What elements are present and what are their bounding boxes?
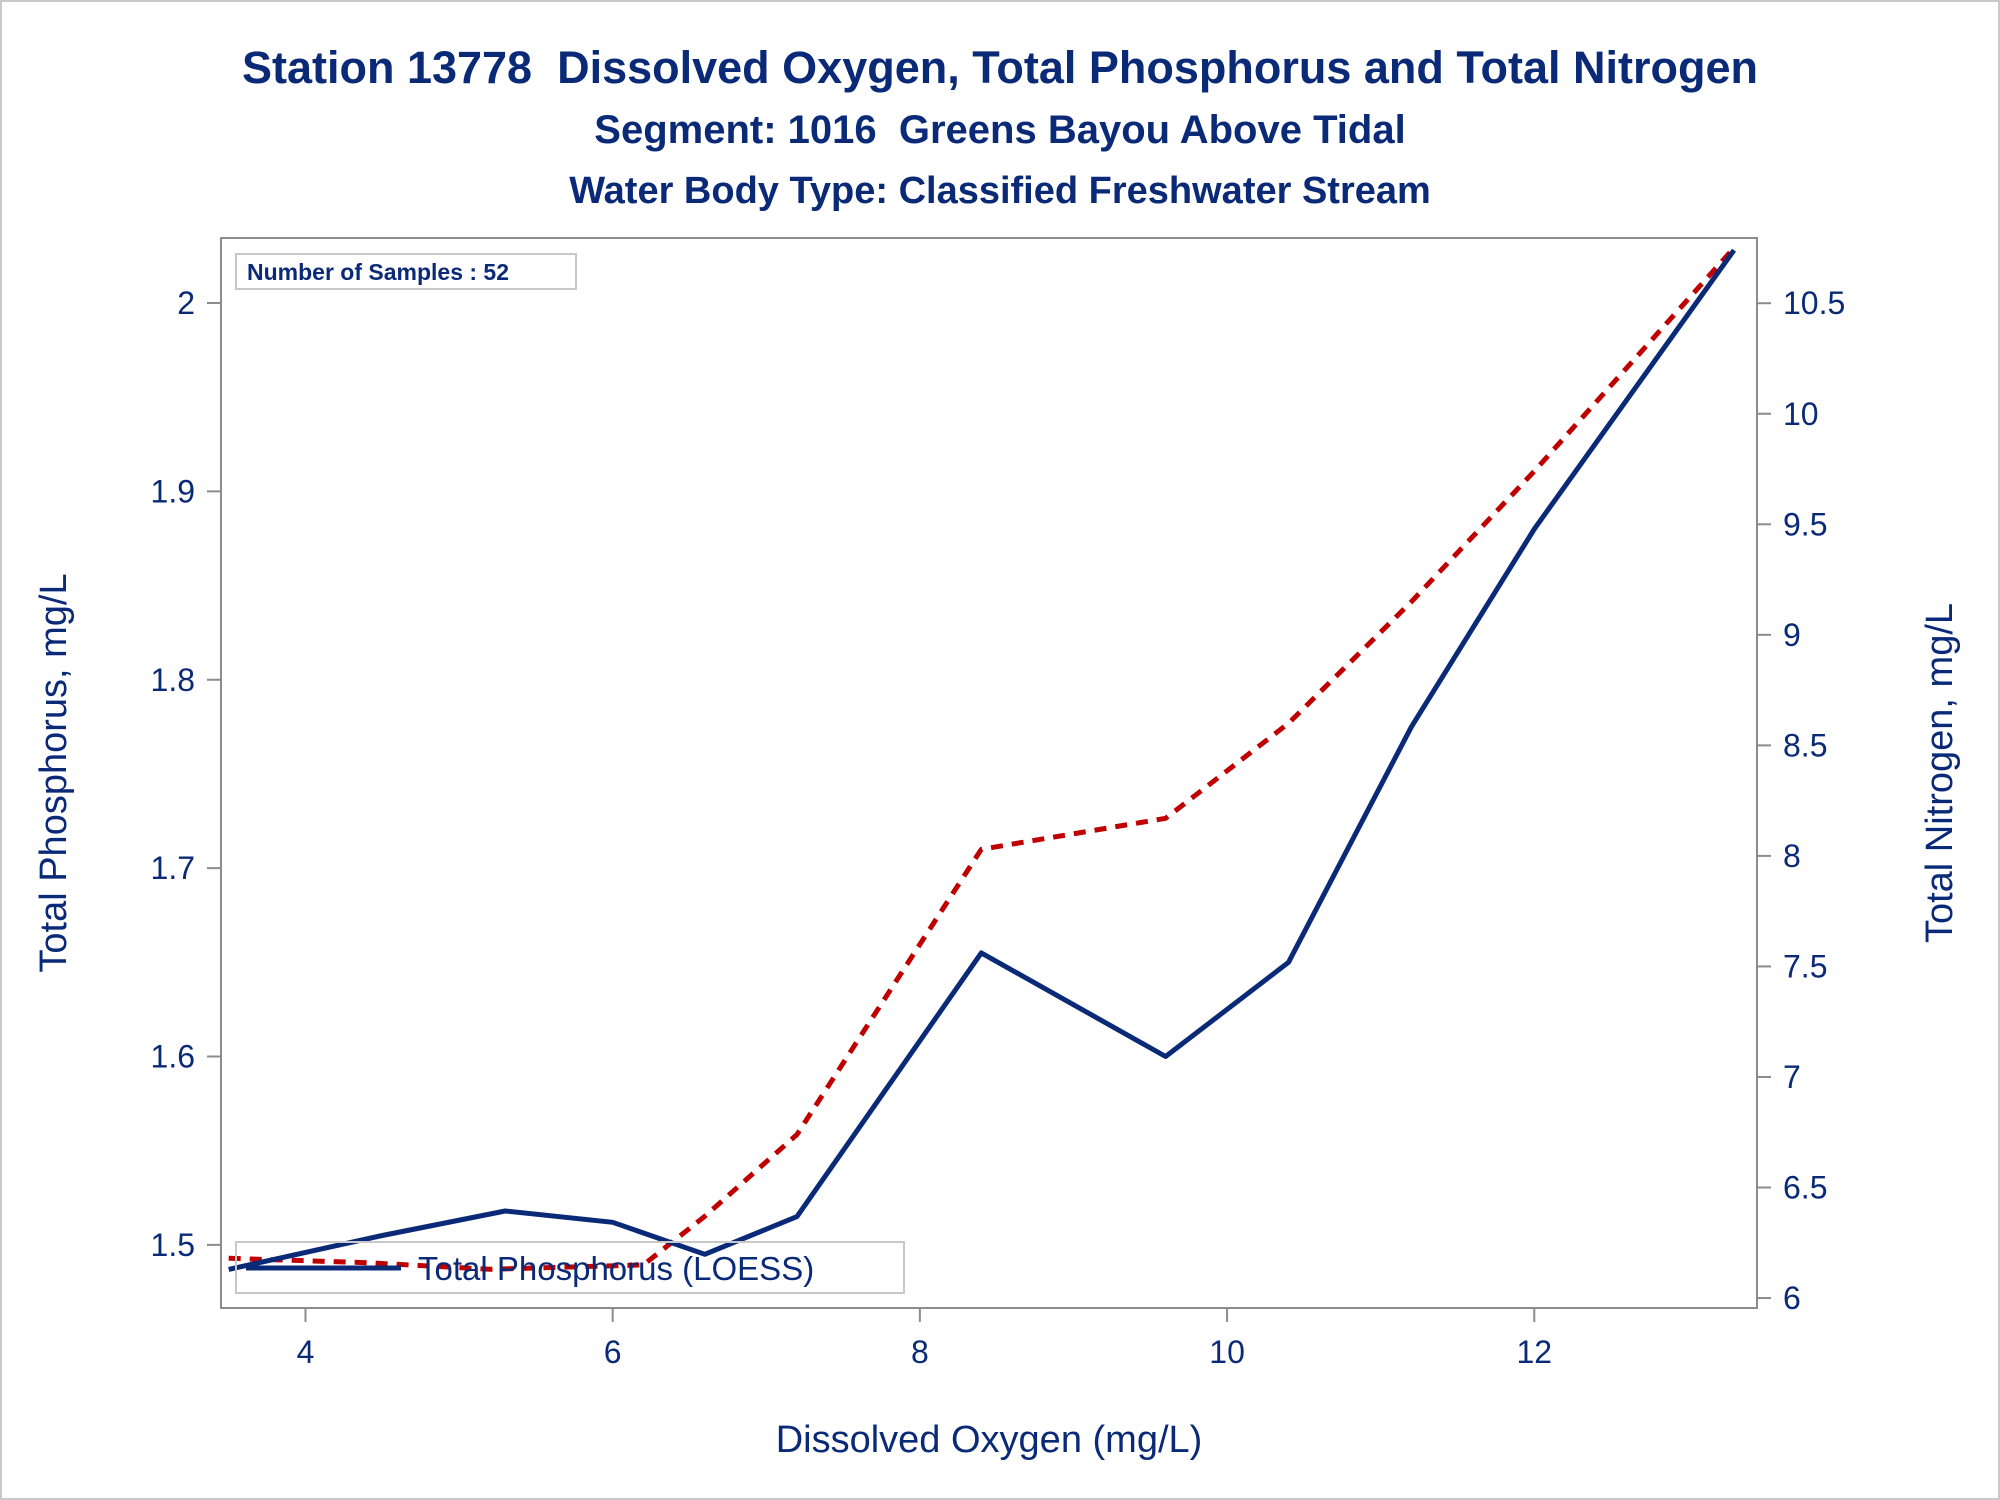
y-tick-label: 2: [177, 285, 195, 321]
legend-label-phosphorus: Total Phosphorus (LOESS): [418, 1250, 814, 1287]
y2-tick-label: 7: [1783, 1059, 1801, 1095]
y-tick-label: 1.7: [151, 850, 195, 886]
y-axis-label-left: Total Phosphorus, mg/L: [33, 573, 75, 972]
sample-count-text: Number of Samples : 52: [247, 259, 509, 285]
y2-tick-label: 9.5: [1783, 506, 1827, 542]
x-tick-label: 6: [604, 1334, 622, 1370]
y2-tick-label: 7.5: [1783, 948, 1827, 984]
chart-subtitle: Segment: 1016 Greens Bayou Above Tidal: [594, 108, 1406, 152]
chart-title: Station 13778 Dissolved Oxygen, Total Ph…: [241, 42, 1759, 93]
x-tick-label: 12: [1516, 1334, 1552, 1370]
y-tick-label: 1.9: [151, 473, 195, 509]
y2-tick-label: 6.5: [1783, 1170, 1827, 1206]
y-axis-right: 6 6.5 7 7.5 8 8.5 9 9.5 10 10.5: [1757, 285, 1845, 1316]
y-tick-label: 1.8: [151, 662, 195, 698]
y-tick-label: 1.6: [151, 1039, 195, 1075]
y2-tick-label: 10: [1783, 396, 1819, 432]
plot-area: [220, 237, 1758, 1309]
series-layer: [228, 246, 1737, 1272]
y-axis-left: 1.5 1.6 1.7 1.8 1.9 2: [151, 285, 221, 1263]
y2-tick-label: 8: [1783, 838, 1801, 874]
total-nitrogen-line: [228, 246, 1736, 1272]
x-axis-label: Dissolved Oxygen (mg/L): [776, 1419, 1203, 1461]
legend-box: [235, 1241, 905, 1294]
y2-tick-label: 6: [1783, 1280, 1801, 1316]
y-axis-label-right: Total Nitrogen, mg/L: [1919, 603, 1961, 943]
y2-tick-label: 9: [1783, 617, 1801, 653]
y2-tick-label: 8.5: [1783, 727, 1827, 763]
x-tick-label: 4: [297, 1334, 315, 1370]
total-phosphorus-line: [228, 248, 1737, 1272]
x-tick-label: 10: [1209, 1334, 1245, 1370]
x-axis: 4 6 8 10 12: [297, 1308, 1552, 1370]
y-tick-label: 1.5: [151, 1227, 195, 1263]
legend: Total Phosphorus (LOESS): [235, 1241, 905, 1294]
y2-tick-label: 10.5: [1783, 285, 1845, 321]
chart-subtitle-2: Water Body Type: Classified Freshwater S…: [569, 170, 1431, 212]
x-tick-label: 8: [911, 1334, 929, 1370]
sample-count-inset: Number of Samples : 52: [235, 253, 577, 290]
sample-count-box: [235, 253, 577, 290]
